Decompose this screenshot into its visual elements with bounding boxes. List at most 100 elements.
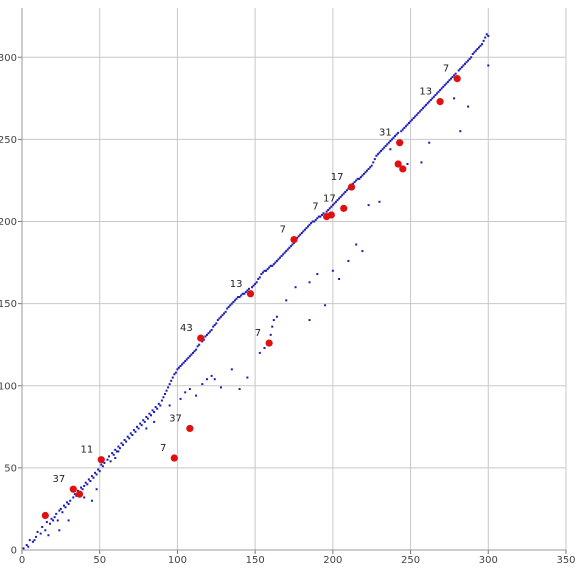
data-point bbox=[389, 148, 392, 151]
data-point bbox=[145, 427, 148, 430]
data-point bbox=[275, 315, 278, 318]
data-point bbox=[257, 278, 260, 280]
data-point bbox=[299, 233, 302, 236]
data-point bbox=[150, 414, 153, 417]
data-point bbox=[153, 420, 156, 423]
data-point bbox=[468, 57, 471, 60]
data-point bbox=[179, 365, 182, 368]
data-point bbox=[361, 250, 364, 253]
data-point bbox=[282, 253, 285, 256]
x-tick-label: 200 bbox=[323, 555, 342, 566]
highlight-points-series bbox=[41, 75, 461, 520]
data-point bbox=[432, 95, 435, 98]
data-point bbox=[446, 80, 449, 83]
data-point bbox=[271, 325, 274, 328]
data-point bbox=[115, 450, 118, 453]
highlight-point bbox=[453, 75, 461, 83]
data-point bbox=[422, 107, 425, 110]
data-point bbox=[453, 97, 456, 100]
point-annotation: 7 bbox=[312, 202, 318, 213]
small-points-series bbox=[22, 33, 490, 550]
data-point bbox=[364, 171, 367, 174]
highlight-point bbox=[246, 290, 255, 298]
data-point bbox=[246, 289, 249, 292]
data-point bbox=[168, 404, 171, 407]
data-point bbox=[439, 89, 442, 92]
data-point bbox=[327, 209, 330, 212]
data-point bbox=[254, 282, 257, 285]
data-point bbox=[146, 417, 149, 420]
data-point bbox=[58, 529, 61, 532]
data-point bbox=[297, 235, 300, 238]
data-point bbox=[443, 84, 446, 87]
data-point bbox=[61, 511, 64, 514]
data-point bbox=[101, 465, 104, 468]
data-point bbox=[328, 207, 331, 210]
data-point bbox=[263, 269, 266, 272]
data-point bbox=[269, 333, 272, 336]
data-point bbox=[90, 475, 93, 478]
data-point bbox=[69, 499, 72, 502]
data-point bbox=[223, 312, 226, 315]
data-point bbox=[50, 517, 53, 520]
data-point bbox=[338, 197, 341, 200]
data-point bbox=[188, 388, 191, 391]
data-point bbox=[39, 532, 42, 535]
data-point bbox=[114, 457, 117, 460]
data-point bbox=[375, 154, 378, 157]
data-point bbox=[409, 120, 412, 123]
data-point bbox=[339, 195, 342, 198]
data-point bbox=[471, 52, 474, 55]
highlight-point bbox=[265, 339, 273, 347]
data-point bbox=[230, 302, 233, 305]
data-point bbox=[36, 530, 39, 533]
data-point bbox=[205, 378, 208, 381]
data-point bbox=[383, 146, 386, 149]
y-tick-label: 0 bbox=[11, 546, 17, 557]
data-point bbox=[367, 204, 370, 207]
data-point bbox=[244, 291, 247, 294]
data-point bbox=[286, 248, 289, 251]
data-point bbox=[331, 269, 334, 272]
data-point bbox=[345, 189, 348, 192]
data-point bbox=[342, 192, 345, 195]
data-point bbox=[425, 103, 428, 106]
point-annotation: 7 bbox=[255, 328, 261, 339]
data-point bbox=[336, 199, 339, 202]
data-point bbox=[482, 39, 485, 42]
data-point bbox=[314, 218, 317, 221]
data-point bbox=[139, 422, 142, 425]
data-point bbox=[406, 163, 409, 166]
data-point bbox=[280, 255, 283, 258]
data-point bbox=[117, 450, 120, 453]
data-point bbox=[86, 483, 89, 486]
data-point bbox=[72, 496, 75, 499]
data-point bbox=[73, 493, 76, 496]
data-point bbox=[320, 213, 323, 216]
data-point bbox=[238, 296, 241, 299]
data-point bbox=[397, 131, 400, 134]
data-point bbox=[145, 415, 148, 418]
data-point bbox=[129, 432, 132, 435]
data-point bbox=[417, 112, 420, 115]
data-point bbox=[109, 460, 112, 463]
data-point bbox=[476, 48, 479, 51]
data-point bbox=[171, 376, 174, 379]
data-point bbox=[114, 448, 117, 451]
data-point bbox=[162, 396, 165, 399]
data-point bbox=[484, 36, 487, 39]
data-point bbox=[184, 360, 187, 363]
data-point bbox=[67, 519, 70, 522]
data-point bbox=[325, 210, 328, 213]
data-point bbox=[58, 509, 61, 512]
data-point bbox=[305, 227, 308, 230]
data-point bbox=[62, 504, 65, 507]
data-point bbox=[372, 161, 375, 164]
data-point bbox=[445, 82, 448, 85]
highlight-point bbox=[327, 211, 335, 219]
data-point bbox=[341, 194, 344, 197]
axes bbox=[18, 8, 567, 554]
data-point bbox=[126, 435, 129, 438]
data-point bbox=[48, 522, 51, 525]
data-point bbox=[193, 350, 196, 353]
